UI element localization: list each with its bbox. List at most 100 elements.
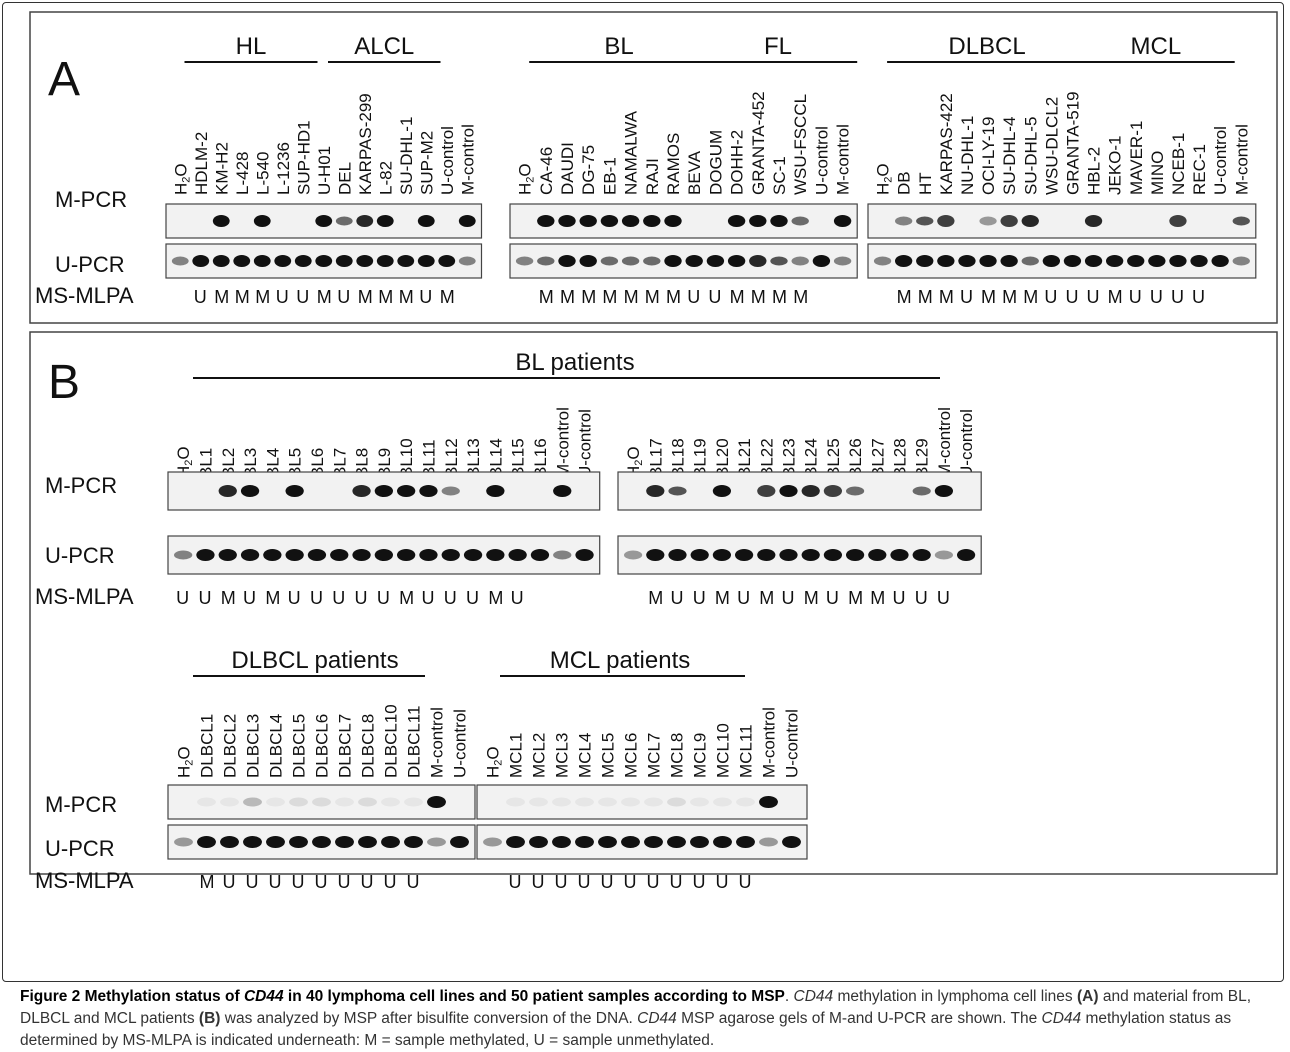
- panel-b-bl-gel2-lane-label: BL18: [669, 438, 688, 478]
- panel-b-bl-gel2-upcr-band: [956, 549, 976, 561]
- panel-a-gel2-upcr-band: [770, 256, 788, 266]
- panel-b-mcl-gel-lane-label: M-control: [760, 707, 779, 778]
- svg-text:KARPAS-422: KARPAS-422: [937, 93, 956, 195]
- svg-text:DOGUM: DOGUM: [706, 130, 725, 195]
- svg-text:JEKO-1: JEKO-1: [1106, 135, 1125, 195]
- panel-a-gel2-msmlpa-call: M: [602, 287, 617, 307]
- svg-text:RAMOS: RAMOS: [664, 133, 683, 195]
- panel-b-bl-gel1-lane-label: BL1: [196, 448, 215, 478]
- panel-a-gel3-lane-label: OCI-LY-19: [979, 117, 998, 195]
- panel-b-bl-gel1-lane-label: U-control: [576, 409, 595, 478]
- panel-a-gel1-upcr-band: [397, 255, 415, 267]
- panel-a-gel3-msmlpa-call: M: [939, 287, 954, 307]
- svg-text:BL22: BL22: [757, 438, 776, 478]
- panel-b-bl-gel1-msmlpa-call: U: [288, 588, 301, 608]
- panel-a-gel1-msmlpa-call: M: [214, 287, 229, 307]
- panel-b-bl-gel2-lane-label: BL22: [757, 438, 776, 478]
- svg-text:SUP-HD1: SUP-HD1: [294, 120, 313, 195]
- panel-a-gel3-upcr-band: [1021, 256, 1039, 266]
- panel-a-gel1-upcr-band: [335, 255, 353, 267]
- panel-a-gel3-msmlpa-call: U: [1192, 287, 1205, 307]
- panel-a-gel2-msmlpa-call: M: [560, 287, 575, 307]
- panel-a-gel2-upcr-band: [749, 255, 767, 267]
- panel-a-gel2-mpcr-band: [579, 215, 597, 227]
- panel-b-mcl-gel-mpcr-band: [759, 796, 778, 808]
- svg-text:M-control: M-control: [834, 124, 853, 195]
- svg-text:MCL11: MCL11: [737, 724, 756, 778]
- panel-a-gel3-lane-label: SU-DHL-4: [1000, 117, 1019, 195]
- panel-a-gel2-upcr-band: [664, 255, 682, 267]
- panel-b-bl-gel2-mpcr-band: [757, 485, 776, 497]
- panel-b-dlbcl-gel-lane-label: DLBCL2: [221, 714, 240, 778]
- row-label-msmlpa: MS-MLPA: [35, 283, 134, 308]
- group-label: DLBCL: [948, 33, 1025, 60]
- panel-b-dlbcl-gel-upcr-band: [427, 837, 446, 847]
- svg-text:MCL10: MCL10: [714, 723, 733, 778]
- panel-a-gel3-mpcr-band: [1232, 216, 1250, 226]
- panel-b-bl-gel1-mpcr-band: [419, 485, 438, 497]
- group-label: MCL: [1131, 33, 1182, 60]
- panel-b-bl-gel2-msmlpa-call: U: [671, 588, 684, 608]
- svg-text:L-540: L-540: [253, 152, 272, 195]
- svg-text:M-control: M-control: [458, 124, 477, 195]
- panel-a-gel3-mpcr-band: [937, 215, 955, 227]
- group-label: BL: [604, 33, 633, 60]
- svg-text:NCEB-1: NCEB-1: [1169, 133, 1188, 195]
- panel-b-bl-gel1-lane-label: BL16: [531, 438, 550, 478]
- panel-b-bl-gel2-lane-label: BL20: [713, 438, 732, 478]
- svg-text:BL8: BL8: [353, 448, 372, 478]
- panel-b-dlbcl-gel-upcr-band: [266, 836, 285, 848]
- panel-a-gel1-msmlpa-call: M: [378, 287, 393, 307]
- panel-b-bl-gel1-upcr-band: [352, 549, 371, 561]
- panel-a-gel2-msmlpa-call: M: [772, 287, 787, 307]
- panel-b-mcl-gel-lane-label: MCL8: [668, 733, 687, 778]
- panel-b-bl-gel2-msmlpa-call: U: [915, 588, 928, 608]
- panel-b-dlbcl-gel-upcr-band: [197, 836, 216, 848]
- panel-a-gel1-upcr-band: [376, 255, 394, 267]
- panel-a-gel3-mpcr-band: [1021, 215, 1039, 227]
- panel-a-gel1-msmlpa-call: M: [255, 287, 270, 307]
- panel-b-bl-gel1-msmlpa-call: M: [488, 588, 503, 608]
- panel-a-gel2-msmlpa-call: M: [624, 287, 639, 307]
- panel-b-dlbcl-gel-lane-label: DLBCL4: [267, 714, 286, 778]
- panel-a-gel2-lane-label: BEVA: [685, 150, 704, 195]
- svg-text:BL9: BL9: [375, 448, 394, 478]
- panel-a-gel1-upcr-band: [356, 255, 374, 267]
- panel-b-dlbcl-gel-msmlpa-call: U: [223, 872, 236, 892]
- panel-b-bl-gel1-msmlpa-call: M: [221, 588, 236, 608]
- panel-b-bl-gel1-lane-label: BL5: [286, 448, 305, 478]
- svg-text:BL29: BL29: [913, 438, 932, 478]
- panel-a-gel3-msmlpa-call: U: [1150, 287, 1163, 307]
- panel-b-mcl-gel-upcr-band: [782, 836, 801, 848]
- panel-a-gel2-upcr-band: [537, 256, 555, 266]
- svg-text:U-H01: U-H01: [315, 146, 334, 195]
- panel-b-bl-gel2-msmlpa-call: U: [826, 588, 839, 608]
- panel-b-dlbcl-gel-lane-label: H2O: [175, 746, 196, 778]
- panel-a-gel2-lane-label: NAMALWA: [622, 110, 641, 195]
- panel-b-bl-gel2-lane-label: BL29: [913, 438, 932, 478]
- panel-b-bl-gel1-msmlpa-call: U: [421, 588, 434, 608]
- panel-a-gel3-msmlpa-call: U: [1171, 287, 1184, 307]
- panel-b-mcl-gel-upcr-band: [598, 836, 617, 848]
- panel-b-dlbcl-gel-lane-label: DLBCL6: [313, 714, 332, 778]
- panel-b-dlbcl-gel-upcr-band: [335, 836, 354, 848]
- panel-b-mcl-gel-lane-label: MCL1: [507, 733, 526, 778]
- panel-a-gel3-msmlpa-call: U: [1129, 287, 1142, 307]
- panel-a-frame: [29, 11, 1278, 324]
- panel-a-gel1-lane-label: L-540: [253, 152, 272, 195]
- panel-a-gel3-mpcr-band: [979, 216, 997, 226]
- panel-a-gel3-msmlpa-call: U: [1044, 287, 1057, 307]
- panel-b-mcl-gel-upcr-gel: [476, 824, 808, 860]
- panel-b-bl-gel1-msmlpa-call: U: [243, 588, 256, 608]
- panel-b-dlbcl-gel-upcr-band: [312, 836, 331, 848]
- panel-b-bl-gel1-upcr-band: [307, 549, 327, 561]
- panel-a-gel2-msmlpa-call: M: [645, 287, 660, 307]
- row-label-upcr: U-PCR: [55, 252, 125, 277]
- panel-b-bl-gel2-lane-label: M-control: [935, 407, 954, 478]
- svg-text:DLBCL8: DLBCL8: [359, 714, 378, 778]
- svg-text:BL5: BL5: [286, 448, 305, 478]
- figure-frame: [2, 2, 1284, 982]
- panel-b-bl-gel2-msmlpa-call: M: [759, 588, 774, 608]
- panel-a-gel2-mpcr-band: [749, 215, 767, 227]
- svg-text:KM-H2: KM-H2: [212, 142, 231, 195]
